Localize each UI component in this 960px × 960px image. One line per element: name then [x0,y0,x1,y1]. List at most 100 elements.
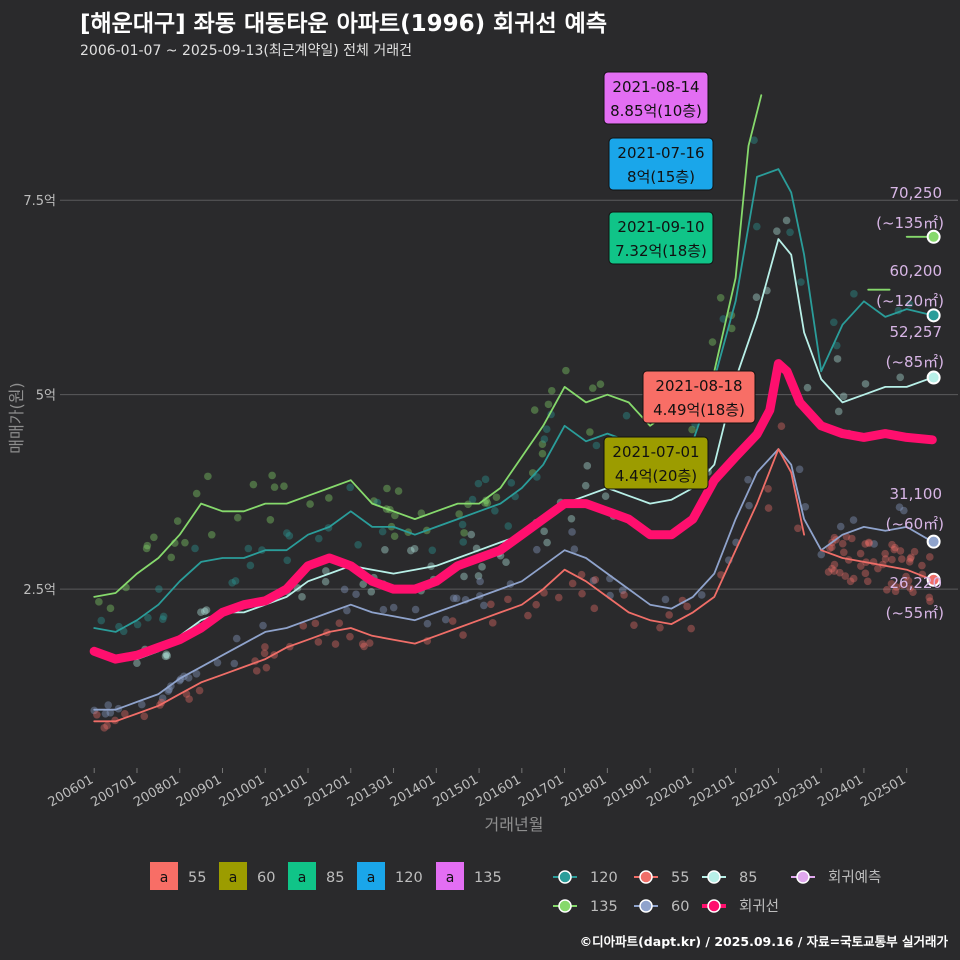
transaction-point [887,579,896,588]
series-end-point [926,229,941,244]
transaction-point [926,597,934,605]
transaction-point [200,607,209,616]
transaction-point [283,529,291,537]
transaction-point [861,540,870,548]
transaction-point [280,482,288,491]
annotation-price: 8억(15층) [627,168,695,186]
transaction-point [891,543,899,552]
legend-line-label: 회귀예측 [828,869,881,886]
transaction-point [898,555,906,563]
transaction-point [839,392,848,401]
transaction-point [325,494,333,502]
transaction-point [137,700,146,709]
series-end-labels: 70,250 (~135㎡) 60,200 (~120㎡) 52,257 (~85㎡) 31… [876,184,944,622]
transaction-point [538,449,547,458]
transaction-point [547,386,556,395]
transaction-point [449,594,458,603]
transaction-point [544,400,553,409]
transaction-point [354,540,362,549]
transaction-point [881,555,890,563]
annotation-price: 7.32억(18층) [615,242,707,260]
transaction-point [491,507,499,515]
grid-lines [60,199,958,590]
transaction-point [801,502,810,511]
transaction-point [554,593,563,602]
transaction-point [270,483,279,491]
legend-key-letter: a [367,870,376,886]
transaction-point [97,616,106,625]
legend-line-marker [707,899,721,913]
transaction-point [896,373,905,382]
legend-line-label: 60 [671,899,689,915]
transaction-point [530,406,539,414]
transaction-point [192,489,201,498]
transaction-point [346,632,354,641]
transaction-point [480,601,488,610]
legend-line-marker [639,899,653,913]
transaction-point [249,480,258,489]
transaction-point [266,515,275,524]
transaction-point [233,513,242,522]
transaction-point [833,355,842,363]
legend-key-box [150,862,178,890]
transaction-point [589,576,598,585]
transaction-point [834,407,843,416]
transaction-point [365,639,374,647]
series-end-points [926,229,941,587]
transaction-point [460,529,468,537]
transaction-point [173,517,182,525]
transaction-point [285,532,294,540]
x-tick-label: 200701 [88,772,138,810]
transaction-point [656,623,664,632]
transaction-point [630,621,638,629]
transaction-point [481,475,490,484]
transaction-point [861,569,870,578]
annotation-box [608,211,714,265]
transaction-point [360,642,368,651]
x-tick-label: 202201 [730,772,780,810]
transaction-point [184,674,193,682]
annotation-price: 8.85억(10층) [610,102,702,120]
x-tick-label: 202301 [773,772,823,810]
transaction-point [744,475,752,484]
transaction-point [133,620,142,629]
transaction-point [828,564,836,573]
transaction-point [262,663,271,672]
y-tick-label: 2.5억 [23,583,56,598]
annotation-price: 4.4억(20층) [615,467,697,485]
end-label-area: (~60㎡) [886,515,944,533]
transaction-point [252,667,261,675]
transaction-point [260,649,269,658]
transaction-point [162,650,171,659]
series-line-55 [93,448,805,723]
transaction-point [533,545,541,554]
x-tick-label: 202501 [858,772,908,810]
transaction-point [683,602,691,611]
end-label-area: (~85㎡) [886,353,944,371]
transaction-point [311,619,320,628]
chart-subtitle: 2006-01-07 ~ 2025-09-13(최근계약일) 전체 거래건 [80,43,412,59]
transaction-point [448,617,457,625]
transaction-point [896,547,905,555]
transaction-point [140,712,149,721]
transaction-point [259,621,267,630]
transaction-point [232,634,241,643]
annotation-date: 2021-09-10 [617,218,704,236]
transaction-point [883,586,891,594]
transaction-point [321,577,330,586]
transaction-point [832,341,841,350]
transaction-point [542,425,551,434]
x-tick-label: 200801 [131,772,181,810]
transaction-point [228,578,236,587]
legend-key-label: 135 [474,870,502,886]
transaction-point [794,524,802,533]
transaction-point [195,686,204,695]
annotation-box [642,370,756,424]
annotation-date: 2021-07-16 [617,144,704,162]
source-credit: ©디아파트(dapt.kr) / 2025.09.16 / 자료=국토교통부 실… [579,934,948,949]
transaction-point [906,584,914,592]
x-tick-label: 201601 [473,772,523,810]
transaction-point [204,472,212,481]
legend-key-letter: a [298,870,307,886]
transaction-point [925,593,934,602]
